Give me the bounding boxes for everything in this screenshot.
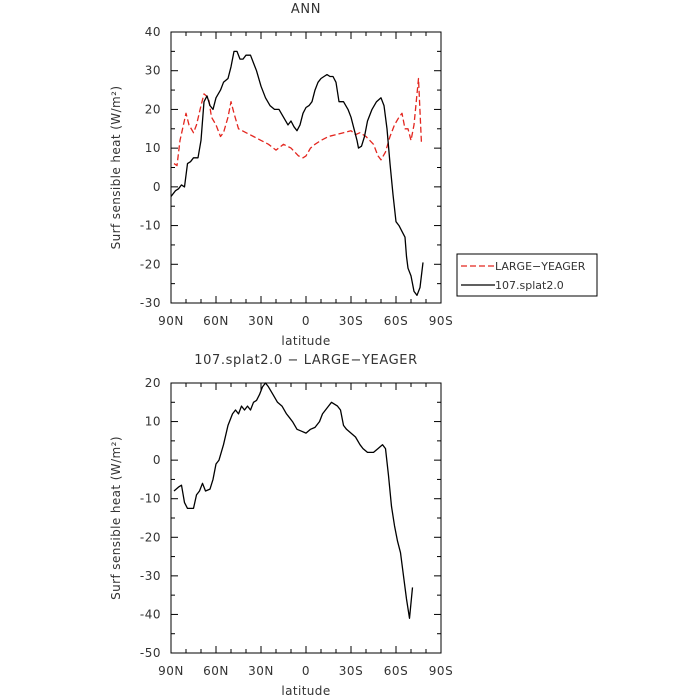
panel-2-x-tick-label: 90N: [158, 664, 184, 678]
panel-2-x-tick-label: 0: [302, 664, 310, 678]
panel-2-y-tick-label: -40: [140, 607, 161, 621]
panel-1-x-tick-label: 90N: [158, 314, 184, 328]
panel-1-x-tick-label: 0: [302, 314, 310, 328]
panel-1-x-tick-label: 30N: [248, 314, 274, 328]
panel-1-legend-label-2: 107.splat2.0: [495, 279, 564, 292]
panel-1-x-tick-label: 90S: [429, 314, 453, 328]
panel-2-y-tick-label: -10: [140, 492, 161, 506]
panel-1-y-tick-label: -10: [140, 219, 161, 233]
panel-1-series-line-2: [170, 50, 424, 296]
panel-2-x-tick-label: 60S: [384, 664, 408, 678]
panel-2-x-tick-label: 30N: [248, 664, 274, 678]
panel-1-chart-title: ANN: [291, 2, 321, 17]
panel-2-x-tick-label: 60N: [203, 664, 229, 678]
panel-2-x-tick-label: 30S: [339, 664, 363, 678]
panel-2-plot-frame: [170, 382, 442, 654]
panel-1-legend-label-1: LARGE−YEAGER: [495, 260, 586, 273]
panel-1-y-tick-label: -20: [140, 257, 161, 271]
panel-1-y-tick-label: 10: [145, 141, 161, 155]
panel-1-y-tick-label: -30: [140, 296, 161, 310]
panel-1-x-tick-label: 60N: [203, 314, 229, 328]
panel-1-series-line-1: [173, 77, 423, 167]
panel-2-y-axis-label: Surf sensible heat (W/m²): [109, 436, 123, 600]
panel-1-y-tick-label: 30: [145, 64, 161, 78]
panel-2-x-axis-label: latitude: [281, 684, 330, 698]
panel-1-plot-frame: [170, 31, 442, 304]
panel-2-series-line-1: [173, 382, 414, 619]
panel-1-x-tick-label: 60S: [384, 314, 408, 328]
panel-2-y-tick-label: 0: [153, 453, 161, 467]
panel-1-x-tick-label: 30S: [339, 314, 363, 328]
panel-1-y-axis-label: Surf sensible heat (W/m²): [109, 86, 123, 250]
panel-2-y-tick-label: -30: [140, 569, 161, 583]
panel-2-x-tick-label: 90S: [429, 664, 453, 678]
panel-2-y-tick-label: 10: [145, 415, 161, 429]
panel-2-y-tick-label: -20: [140, 530, 161, 544]
panel-2-chart-title: 107.splat2.0 − LARGE−YEAGER: [194, 353, 417, 368]
panel-2-y-tick-label: 20: [145, 376, 161, 390]
panel-1-y-tick-label: 20: [145, 102, 161, 116]
panel-1-x-axis-label: latitude: [281, 334, 330, 348]
panel-2-y-tick-label: -50: [140, 646, 161, 660]
panel-1-y-tick-label: 0: [153, 180, 161, 194]
panel-1-legend-box: [456, 253, 598, 297]
panel-1-y-tick-label: 40: [145, 25, 161, 39]
